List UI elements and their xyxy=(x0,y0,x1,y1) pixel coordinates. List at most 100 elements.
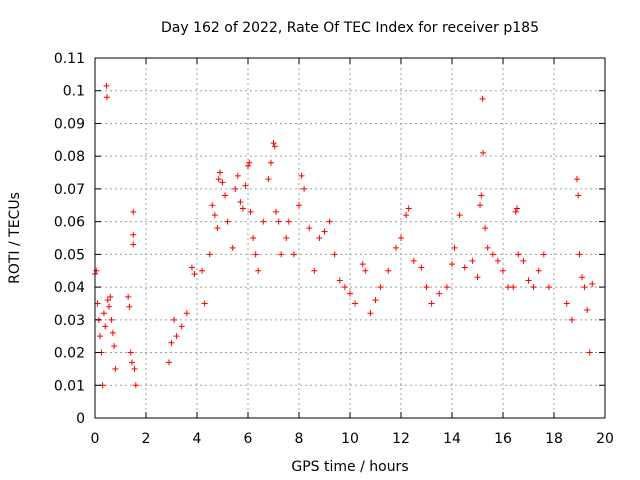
data-point xyxy=(112,365,119,372)
data-point xyxy=(245,163,251,169)
data-point xyxy=(126,303,133,310)
data-point xyxy=(443,284,450,291)
data-point xyxy=(206,251,213,258)
data-point xyxy=(107,293,114,300)
data-point xyxy=(461,264,468,271)
data-point xyxy=(255,267,262,274)
x-tick-label: 16 xyxy=(494,431,512,447)
data-point xyxy=(296,202,302,209)
data-point xyxy=(575,192,582,199)
data-point xyxy=(128,359,135,366)
y-tick-label: 0.1 xyxy=(63,84,85,100)
x-tick-label: 10 xyxy=(341,431,359,447)
data-point xyxy=(514,205,521,212)
data-point xyxy=(478,192,485,199)
data-point xyxy=(232,185,239,192)
data-point xyxy=(456,212,463,219)
data-point xyxy=(215,176,222,183)
y-tick-label: 0.11 xyxy=(54,51,85,67)
data-point xyxy=(579,274,586,281)
data-point xyxy=(477,202,484,209)
data-point xyxy=(586,349,593,356)
data-point xyxy=(247,208,254,215)
data-point xyxy=(125,293,132,300)
axis-ticks xyxy=(94,57,606,419)
data-point xyxy=(576,251,583,258)
data-point xyxy=(111,343,118,349)
data-point xyxy=(275,218,282,225)
data-point xyxy=(271,143,278,150)
y-tick-label: 0.06 xyxy=(54,215,85,231)
data-point xyxy=(563,300,570,307)
data-point xyxy=(336,277,343,284)
data-point xyxy=(239,205,246,212)
data-point xyxy=(109,329,116,336)
data-point xyxy=(104,297,111,304)
data-point xyxy=(484,244,491,251)
x-tick-label: 4 xyxy=(193,431,202,447)
data-point xyxy=(252,251,259,258)
y-tick-label: 0.01 xyxy=(54,378,85,394)
data-point xyxy=(103,94,110,101)
y-tick-label: 0.08 xyxy=(54,149,85,165)
chart-title: Day 162 of 2022, Rate Of TEC Index for r… xyxy=(161,20,539,36)
data-point xyxy=(93,267,100,274)
data-point xyxy=(316,235,323,241)
x-tick-label: 14 xyxy=(443,431,461,447)
data-point xyxy=(525,277,532,284)
data-point xyxy=(352,300,359,307)
data-point xyxy=(359,261,366,268)
x-tick-label: 0 xyxy=(91,431,100,447)
x-tick-label: 8 xyxy=(295,431,304,447)
data-point xyxy=(500,267,506,274)
y-tick-label: 0.04 xyxy=(54,280,85,296)
x-tick-label: 20 xyxy=(596,431,614,447)
data-point xyxy=(283,235,290,241)
data-point xyxy=(267,159,274,166)
data-point xyxy=(584,307,591,313)
y-tick-label: 0.07 xyxy=(54,182,85,198)
data-point xyxy=(127,349,134,356)
data-point xyxy=(171,316,178,323)
data-point xyxy=(216,169,223,176)
data-point xyxy=(530,284,537,291)
data-point xyxy=(108,316,115,323)
data-point xyxy=(385,267,392,274)
data-point xyxy=(372,297,379,304)
y-tick-label: 0.09 xyxy=(54,116,85,132)
x-tick-label: 2 xyxy=(142,431,151,447)
data-point xyxy=(568,316,575,323)
data-point xyxy=(512,208,519,215)
data-point xyxy=(423,284,430,291)
y-tick-label: 0 xyxy=(76,411,85,427)
data-point xyxy=(131,365,138,372)
data-point xyxy=(494,257,501,264)
data-point xyxy=(237,199,244,205)
data-point xyxy=(510,284,517,291)
data-point xyxy=(321,228,328,235)
y-axis-label: ROTI / TECUs xyxy=(7,192,23,284)
data-point xyxy=(331,251,338,258)
x-tick-label: 6 xyxy=(244,431,253,447)
data-point xyxy=(436,290,443,297)
data-point xyxy=(173,333,180,340)
y-tick-label: 0.05 xyxy=(54,247,85,263)
data-point xyxy=(581,284,588,291)
x-axis-label: GPS time / hours xyxy=(291,459,408,475)
data-point xyxy=(222,192,229,199)
data-point xyxy=(306,225,313,232)
data-point xyxy=(326,218,333,225)
data-point xyxy=(377,284,384,291)
data-point xyxy=(246,159,253,166)
data-point xyxy=(540,251,547,258)
y-tick-label: 0.03 xyxy=(54,313,85,329)
data-point xyxy=(480,149,487,156)
data-point xyxy=(449,261,455,268)
data-point xyxy=(520,257,527,264)
data-point xyxy=(278,251,285,258)
data-point xyxy=(298,172,305,179)
data-point xyxy=(224,218,231,225)
data-point xyxy=(428,300,435,307)
data-point xyxy=(191,271,198,277)
